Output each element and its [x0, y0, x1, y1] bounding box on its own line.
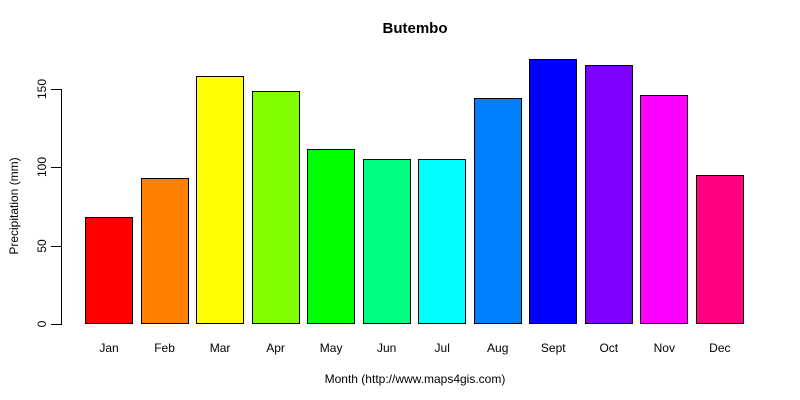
x-tick-label-apr: Apr [266, 341, 285, 355]
y-tick-mark-0 [51, 324, 61, 325]
y-tick-label-0: 0 [35, 320, 49, 328]
x-axis-tick-labels: Jan Feb Mar Apr May Jun Jul Aug Sept Oct Nov Dec [85, 341, 744, 355]
x-tick-label-mar: Mar [209, 341, 231, 355]
y-tick-mark-100 [51, 167, 61, 168]
y-tick-mark-50 [51, 246, 61, 247]
bar-nov [640, 95, 689, 324]
y-axis-line [61, 89, 62, 325]
bar-may [307, 149, 356, 324]
x-tick-label-feb: Feb [154, 341, 175, 355]
bar-feb [140, 178, 189, 324]
bar-mar [196, 76, 245, 324]
x-tick-label-dec: Dec [709, 341, 731, 355]
chart-title: Butembo [382, 20, 448, 37]
y-tick-label-100: 100 [35, 156, 49, 178]
bar-jan [85, 217, 133, 324]
bar-dec [695, 175, 744, 324]
y-tick-mark-150 [51, 89, 61, 90]
x-tick-label-nov: Nov [653, 341, 675, 355]
bar-apr [251, 91, 300, 324]
bar-jun [362, 159, 411, 324]
x-tick-label-jun: Jun [376, 341, 397, 355]
bar-aug [473, 98, 522, 324]
x-tick-label-oct: Oct [599, 341, 619, 355]
bar-sept [529, 59, 578, 324]
y-axis-title: Precipitation (mm) [7, 157, 21, 255]
x-tick-label-sept: Sept [540, 341, 566, 355]
x-tick-label-aug: Aug [487, 341, 509, 355]
y-tick-label-150: 150 [35, 78, 49, 100]
x-axis-title: Month (http://www.maps4gis.com) [324, 372, 506, 386]
x-tick-label-jul: Jul [434, 341, 450, 355]
x-tick-label-jan: Jan [99, 341, 119, 355]
x-tick-label-may: May [319, 341, 343, 355]
bars-container [85, 0, 744, 324]
y-tick-label-50: 50 [35, 239, 49, 253]
bar-jul [418, 159, 467, 324]
bar-oct [584, 65, 633, 324]
